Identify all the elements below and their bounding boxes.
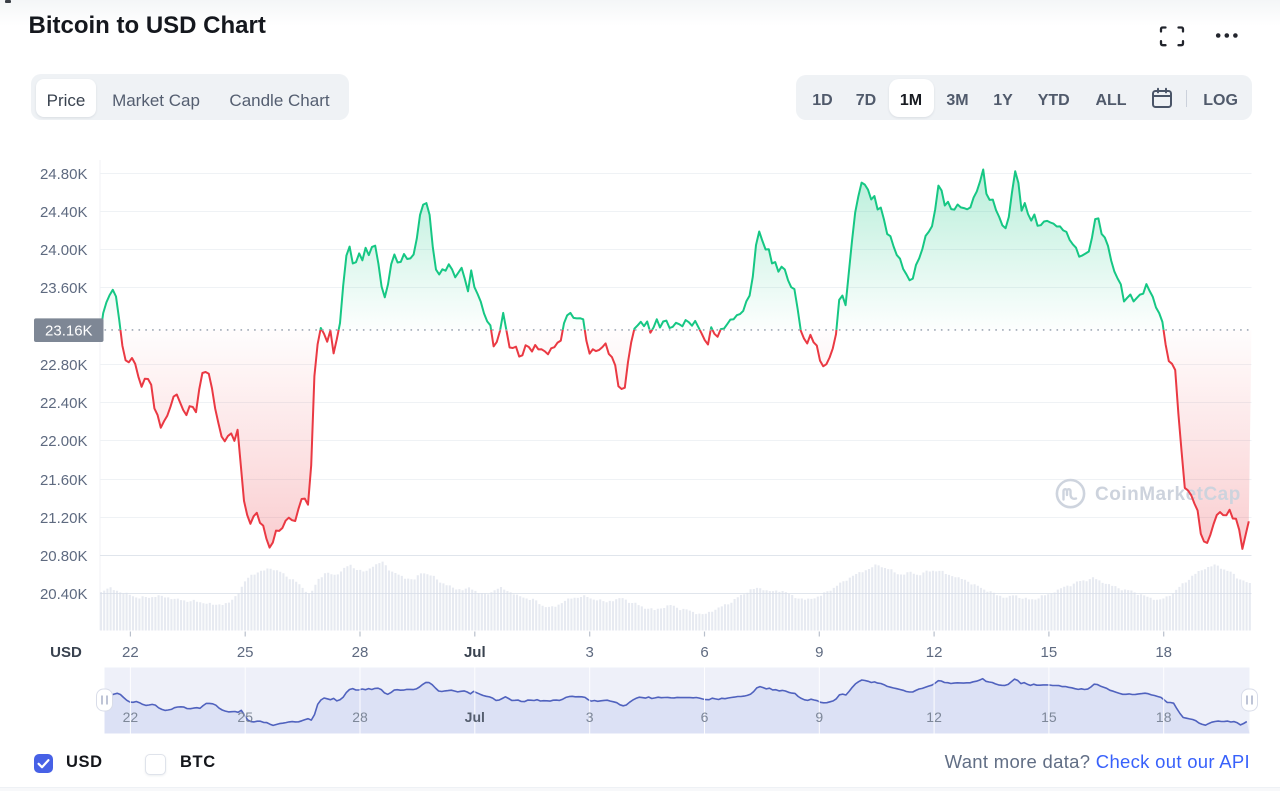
svg-text:23.16K: 23.16K [45, 322, 93, 339]
svg-text:21.20K: 21.20K [40, 510, 88, 527]
svg-text:3: 3 [586, 709, 594, 725]
svg-text:25: 25 [237, 709, 253, 725]
svg-text:22: 22 [123, 709, 139, 725]
svg-text:22: 22 [122, 644, 139, 661]
svg-text:24.00K: 24.00K [40, 242, 88, 259]
svg-text:28: 28 [352, 709, 368, 725]
svg-text:USD: USD [50, 644, 82, 661]
svg-text:28: 28 [352, 644, 369, 661]
svg-text:15: 15 [1041, 644, 1058, 661]
svg-text:22.40K: 22.40K [40, 395, 88, 412]
svg-text:25: 25 [237, 644, 254, 661]
svg-text:23.60K: 23.60K [40, 280, 88, 297]
svg-text:12: 12 [926, 709, 942, 725]
svg-text:22.00K: 22.00K [40, 433, 88, 450]
svg-text:6: 6 [701, 709, 709, 725]
svg-text:6: 6 [700, 644, 708, 661]
svg-text:22.80K: 22.80K [40, 357, 88, 374]
svg-text:24.40K: 24.40K [40, 204, 88, 221]
svg-text:24.80K: 24.80K [40, 166, 88, 183]
svg-text:Jul: Jul [465, 709, 485, 725]
svg-text:21.60K: 21.60K [40, 472, 88, 489]
svg-text:9: 9 [815, 644, 823, 661]
svg-text:Jul: Jul [464, 644, 486, 661]
svg-text:9: 9 [815, 709, 823, 725]
svg-text:18: 18 [1155, 644, 1172, 661]
svg-text:15: 15 [1041, 709, 1057, 725]
svg-text:20.40K: 20.40K [40, 586, 88, 603]
svg-text:CoinMarketCap: CoinMarketCap [1095, 484, 1241, 505]
svg-text:3: 3 [586, 644, 594, 661]
svg-text:20.80K: 20.80K [40, 548, 88, 565]
svg-text:12: 12 [926, 644, 943, 661]
svg-text:18: 18 [1156, 709, 1172, 725]
